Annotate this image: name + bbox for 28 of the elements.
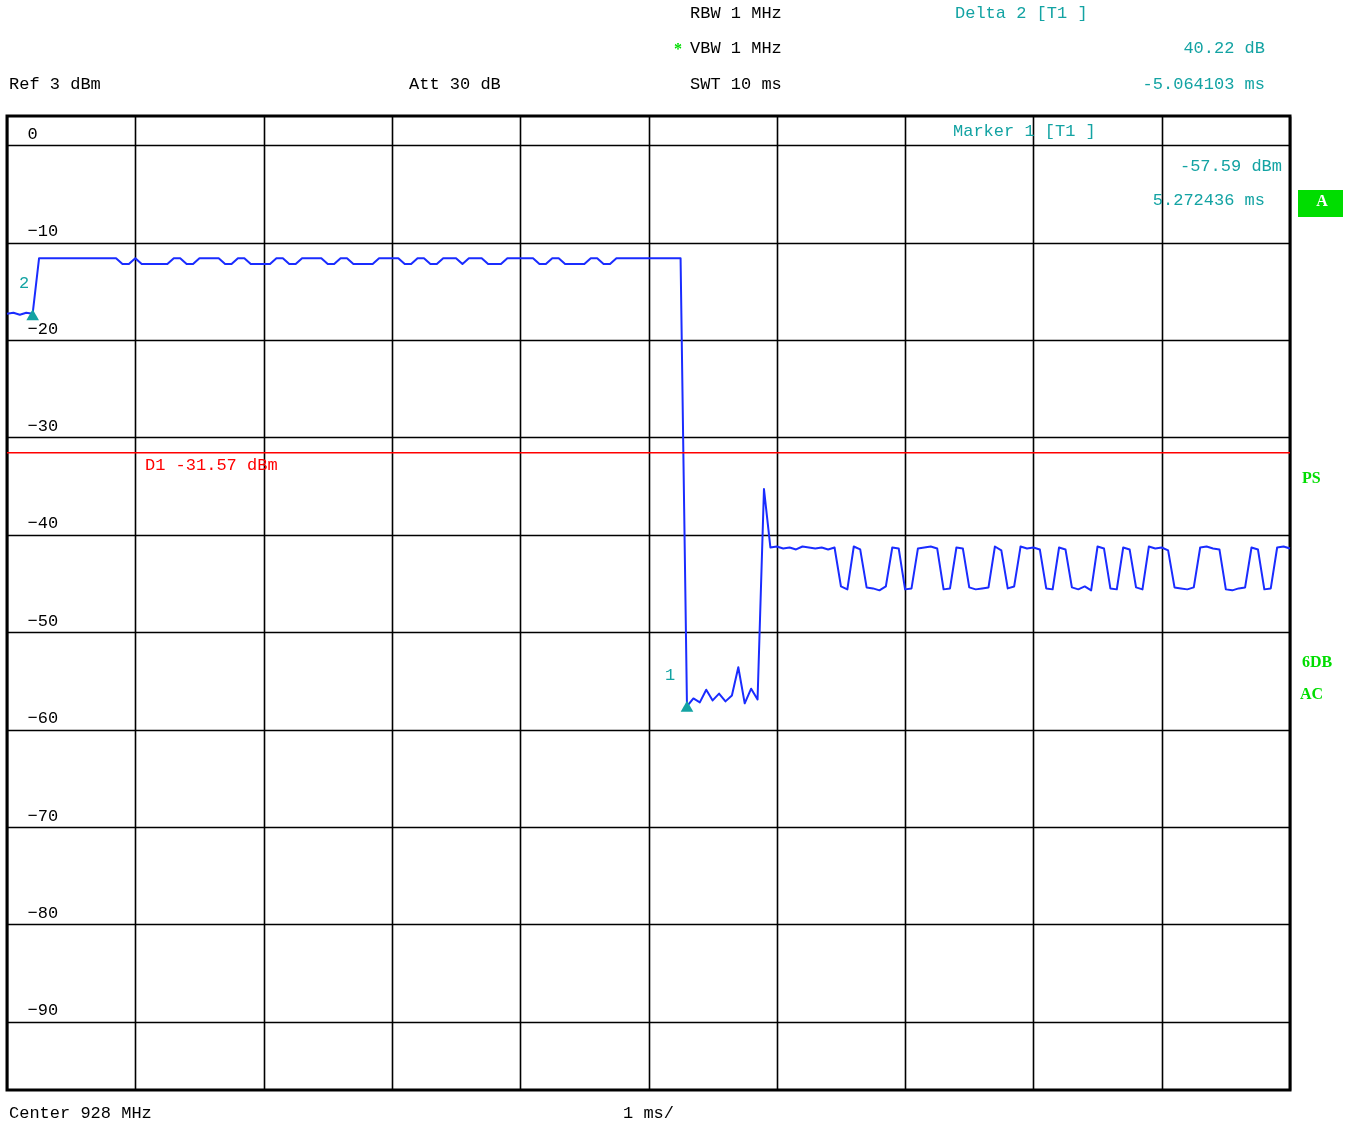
- text: 1 ms/: [623, 1104, 675, 1123]
- y-tick-label: −90: [27, 1001, 59, 1021]
- text: SWT 10 ms: [690, 75, 782, 94]
- text: A: [1316, 192, 1329, 209]
- text: *: [674, 40, 682, 57]
- y-tick-label: −80: [27, 903, 59, 923]
- y-tick-label: −20: [27, 319, 59, 339]
- annotation: 2: [18, 274, 30, 293]
- text: PS: [1302, 469, 1321, 486]
- y-tick-label: −60: [27, 709, 59, 729]
- y-tick-label: −50: [27, 611, 59, 631]
- text: VBW 1 MHz: [690, 39, 782, 58]
- text: Center 928 MHz: [9, 1104, 152, 1123]
- y-tick-label: −10: [27, 222, 59, 242]
- text: -5.064103 ms: [1142, 75, 1265, 94]
- text: 6DB: [1302, 653, 1333, 670]
- text: 40.22 dB: [1183, 39, 1265, 58]
- y-tick-label: 0: [27, 124, 38, 144]
- annotation: -57.59 dBm: [1179, 157, 1282, 176]
- text: Att 30 dB: [409, 75, 501, 94]
- text: AC: [1300, 685, 1324, 702]
- y-tick-label: −30: [27, 416, 59, 436]
- y-tick-label: −40: [27, 514, 59, 534]
- text: RBW 1 MHz: [690, 4, 782, 23]
- annotation: 1: [664, 666, 676, 685]
- text: Delta 2 [T1 ]: [955, 4, 1088, 23]
- y-tick-label: −70: [27, 806, 59, 826]
- text: Ref 3 dBm: [9, 75, 101, 94]
